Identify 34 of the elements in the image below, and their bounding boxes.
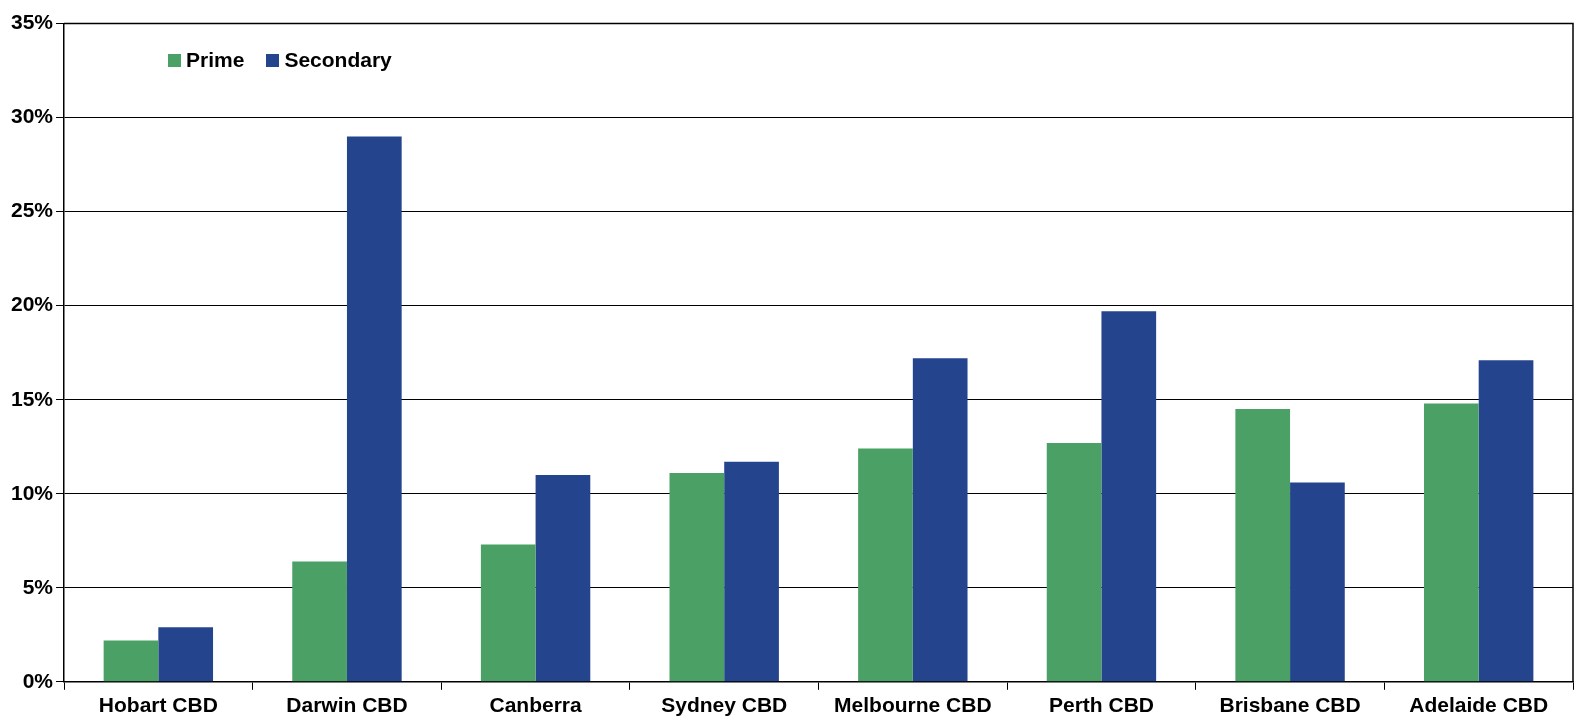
- bar: [535, 474, 591, 682]
- x-tick-label: Melbourne CBD: [834, 693, 992, 717]
- bar: [158, 627, 214, 682]
- y-tick-label: 15%: [11, 386, 54, 410]
- legend-label: Prime: [186, 48, 245, 72]
- bar: [1423, 403, 1479, 682]
- bar: [669, 473, 725, 682]
- x-tick-label: Darwin CBD: [286, 693, 408, 717]
- y-tick-label: 35%: [11, 10, 54, 34]
- x-tick-label: Hobart CBD: [98, 693, 218, 717]
- bar: [1046, 442, 1102, 682]
- y-tick-label: 5%: [22, 574, 54, 598]
- bar: [1235, 409, 1291, 682]
- bar: [1478, 360, 1534, 682]
- y-tick-label: 0%: [22, 668, 54, 692]
- bar: [858, 448, 913, 682]
- x-tick-label: Perth CBD: [1048, 693, 1154, 717]
- bar: [1290, 482, 1345, 682]
- bar: [1101, 311, 1157, 682]
- x-tick-label: Canberra: [489, 693, 583, 717]
- y-tick-label: 30%: [11, 104, 54, 128]
- x-tick-label: Sydney CBD: [661, 693, 788, 717]
- bar: [103, 640, 159, 682]
- bar: [724, 461, 779, 682]
- legend-label: Secondary: [284, 48, 392, 72]
- y-tick-label: 20%: [11, 292, 54, 316]
- bar: [480, 544, 536, 682]
- bar: [292, 561, 347, 682]
- bar: [912, 358, 968, 682]
- x-tick-label: Adelaide CBD: [1409, 693, 1549, 717]
- x-tick-label: Brisbane CBD: [1219, 693, 1361, 717]
- y-tick-label: 25%: [11, 198, 54, 222]
- y-tick-label: 10%: [11, 480, 54, 504]
- bar: [346, 136, 402, 682]
